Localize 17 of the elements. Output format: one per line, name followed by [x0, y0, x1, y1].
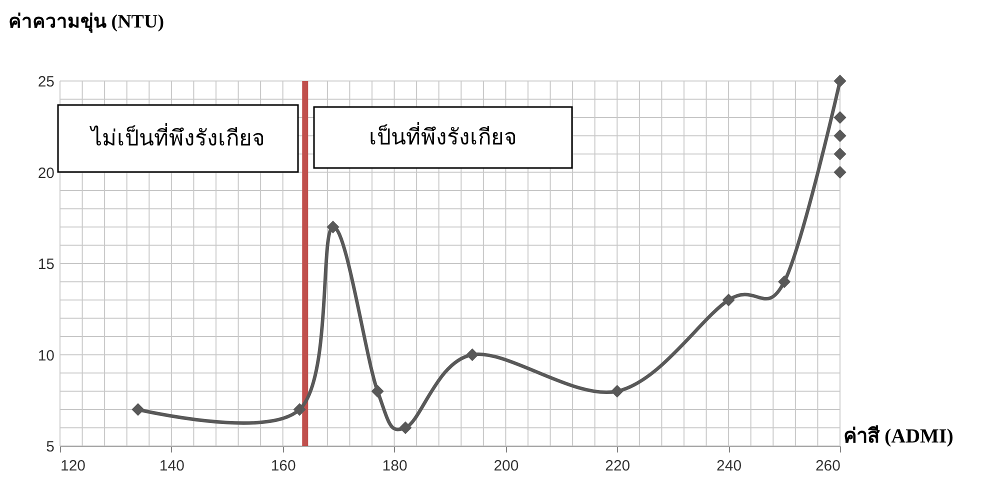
x-axis-title: ค่าสี (ADMI) — [844, 424, 954, 448]
y-tick-label: 10 — [38, 347, 54, 364]
x-tick-label: 240 — [716, 458, 742, 474]
x-tick-label: 260 — [815, 458, 840, 474]
x-tick-label: 200 — [494, 458, 519, 474]
y-tick-label: 20 — [38, 164, 54, 182]
y-tick-label: 25 — [38, 74, 54, 90]
annotation: เป็นที่พึงรังเกียจ — [369, 122, 517, 150]
annotation: ไม่เป็นที่พึงรังเกียจ — [89, 122, 265, 150]
x-tick-label: 140 — [159, 458, 184, 474]
x-tick-label: 160 — [270, 458, 296, 474]
x-tick-label: 220 — [605, 458, 630, 474]
y-tick-label: 5 — [46, 438, 54, 456]
x-tick-label: 120 — [60, 458, 86, 474]
y-axis-title: ค่าความขุ่น (NTU) — [8, 12, 164, 34]
y-tick-label: 15 — [38, 256, 54, 273]
x-tick-label: 180 — [382, 458, 408, 474]
